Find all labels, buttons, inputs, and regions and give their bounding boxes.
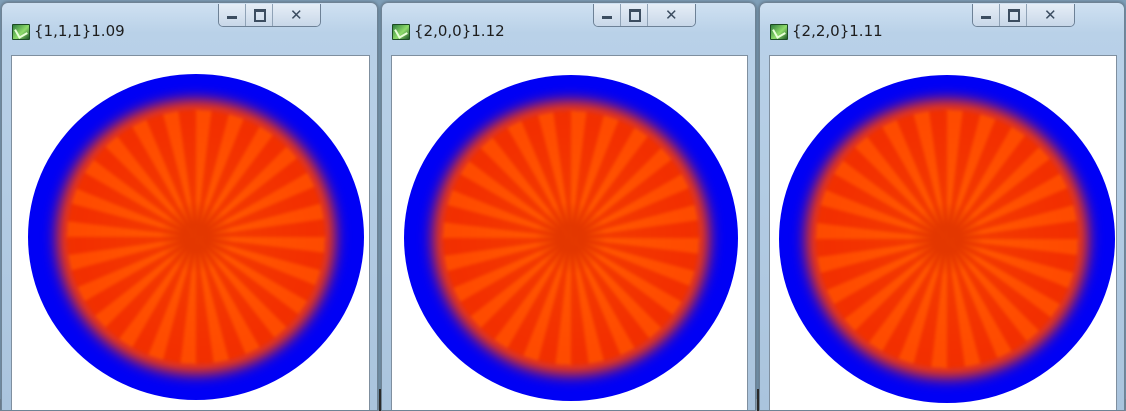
maximize-icon: [1008, 9, 1020, 22]
minimize-icon: [981, 16, 991, 19]
title-bar[interactable]: {1,1,1}1.09 ✕: [2, 3, 377, 47]
close-icon: ✕: [290, 6, 303, 24]
pole-figure-intensity: [67, 110, 325, 364]
minimize-button[interactable]: [219, 4, 246, 26]
app-icon[interactable]: [770, 24, 788, 40]
window-pole-figure-220[interactable]: {2,2,0}1.11 ✕: [759, 2, 1125, 411]
minimize-button[interactable]: [594, 4, 621, 26]
close-icon: ✕: [1044, 6, 1057, 24]
caption-buttons: ✕: [593, 4, 696, 27]
window-title: {1,1,1}1.09: [34, 22, 125, 40]
close-icon: ✕: [665, 6, 678, 24]
window-edge-shadow: [379, 389, 381, 411]
pole-figure-ring: [28, 74, 364, 400]
caption-buttons: ✕: [218, 4, 321, 27]
maximize-icon: [254, 9, 266, 22]
minimize-button[interactable]: [973, 4, 1000, 26]
close-button[interactable]: ✕: [273, 4, 320, 26]
maximize-button[interactable]: [1000, 4, 1027, 26]
minimize-icon: [602, 16, 612, 19]
pole-figure-intensity: [816, 110, 1078, 368]
close-button[interactable]: ✕: [648, 4, 695, 26]
maximize-button[interactable]: [246, 4, 273, 26]
window-pole-figure-111[interactable]: {1,1,1}1.09 ✕: [1, 2, 378, 411]
minimize-icon: [227, 16, 237, 19]
pole-figure-canvas[interactable]: [391, 55, 748, 410]
window-title: {2,2,0}1.11: [792, 22, 883, 40]
maximize-button[interactable]: [621, 4, 648, 26]
title-bar[interactable]: {2,2,0}1.11 ✕: [760, 3, 1124, 47]
pole-figure-intensity: [443, 111, 699, 365]
pole-figure-ring: [404, 75, 738, 401]
app-icon[interactable]: [392, 24, 410, 40]
pole-figure-canvas[interactable]: [769, 55, 1117, 410]
window-pole-figure-200[interactable]: {2,0,0}1.12 ✕: [381, 2, 756, 411]
window-title: {2,0,0}1.12: [414, 22, 505, 40]
title-bar[interactable]: {2,0,0}1.12 ✕: [382, 3, 755, 47]
app-icon[interactable]: [12, 24, 30, 40]
caption-buttons: ✕: [972, 4, 1075, 27]
maximize-icon: [629, 9, 641, 22]
window-edge-shadow: [757, 389, 759, 411]
close-button[interactable]: ✕: [1027, 4, 1074, 26]
pole-figure-ring: [779, 75, 1115, 403]
pole-figure-canvas[interactable]: [11, 55, 370, 410]
